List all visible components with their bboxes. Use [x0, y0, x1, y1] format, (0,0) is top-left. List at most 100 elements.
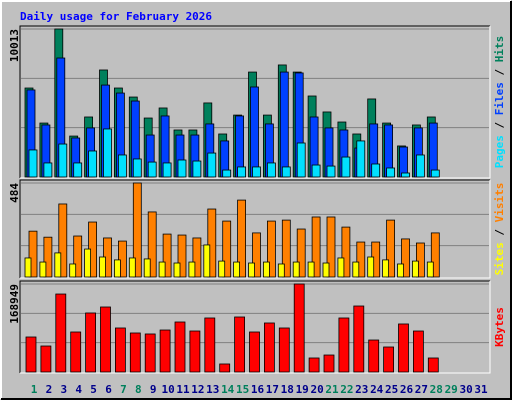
x-tick-label: 25: [385, 383, 398, 396]
bar: [73, 235, 83, 278]
bar: [114, 259, 121, 278]
x-tick-label: 7: [120, 383, 127, 396]
y-tick-label: 484: [8, 183, 21, 203]
x-tick-label: 15: [236, 383, 249, 396]
bar: [188, 261, 196, 278]
bar: [147, 161, 157, 178]
bar: [356, 140, 366, 178]
x-tick-label: 31: [474, 383, 488, 396]
legend: Pages / Files / Hits: [493, 36, 506, 169]
bar: [58, 203, 68, 278]
bar: [159, 329, 171, 373]
bar: [341, 226, 351, 278]
bar: [25, 336, 37, 373]
bar: [174, 321, 186, 373]
bar: [266, 162, 276, 178]
bar: [352, 261, 360, 278]
legend-entry: Files: [493, 82, 506, 115]
bar: [386, 219, 396, 278]
bar: [55, 293, 67, 373]
bar: [147, 211, 157, 278]
bar: [203, 244, 211, 278]
bar: [326, 165, 336, 178]
bar: [218, 260, 226, 278]
bar: [237, 199, 247, 278]
legend-entry: Pages: [493, 135, 506, 168]
legend: KBytes: [493, 307, 506, 347]
bar: [371, 163, 381, 178]
bar: [192, 237, 202, 278]
bar: [132, 182, 142, 278]
x-tick-label: 21: [325, 383, 339, 396]
x-tick-label: 10: [161, 383, 174, 396]
bar: [85, 312, 96, 373]
panel-border-dark: [19, 179, 490, 278]
bar: [207, 152, 217, 178]
x-tick-label: 24: [370, 383, 384, 396]
legend-separator: /: [493, 115, 506, 135]
x-tick-label: 26: [400, 383, 414, 396]
bar: [24, 257, 32, 278]
bar: [311, 216, 321, 278]
bar: [411, 260, 419, 278]
bar: [118, 240, 127, 278]
x-tick-label: 17: [266, 383, 279, 396]
bar: [278, 327, 290, 373]
x-tick-label: 11: [176, 383, 190, 396]
bar: [219, 363, 231, 373]
bar: [192, 160, 202, 178]
legend-entry: KBytes: [493, 307, 506, 347]
bar: [338, 317, 350, 373]
bar: [177, 234, 187, 278]
x-tick-label: 20: [310, 383, 323, 396]
bar: [281, 219, 291, 278]
bar: [323, 354, 335, 373]
bar: [398, 323, 409, 373]
bar: [368, 339, 380, 373]
x-tick-label: 2: [46, 383, 53, 396]
bar: [158, 261, 166, 278]
bar: [367, 256, 375, 278]
x-tick-label: 5: [90, 383, 97, 396]
y-tick-label: 10013: [8, 29, 21, 62]
bar: [415, 242, 425, 278]
bar: [84, 248, 91, 278]
bar: [281, 166, 291, 178]
bar: [250, 86, 259, 178]
bar: [296, 228, 306, 278]
bar: [277, 263, 285, 278]
x-tick-label: 27: [415, 383, 428, 396]
bar: [311, 164, 321, 178]
bar: [427, 357, 439, 373]
legend-separator: /: [493, 62, 506, 82]
bar: [296, 142, 306, 178]
bar: [430, 232, 440, 278]
bar: [132, 158, 142, 178]
bar: [308, 357, 320, 373]
bar: [292, 261, 300, 278]
bar: [353, 305, 365, 373]
bar: [143, 258, 151, 278]
bar: [162, 162, 172, 178]
x-tick-label: 13: [206, 383, 219, 396]
bar: [337, 257, 345, 278]
x-tick-label: 16: [251, 383, 265, 396]
bar: [262, 261, 270, 278]
bar: [54, 252, 62, 278]
x-tick-label: 28: [430, 383, 443, 396]
bar: [43, 236, 53, 278]
bar: [293, 283, 305, 373]
bar: [40, 345, 52, 373]
bar: [415, 154, 425, 178]
bar: [237, 166, 247, 178]
bar: [103, 128, 112, 178]
bar: [326, 216, 336, 278]
bar: [382, 259, 390, 278]
bar: [144, 333, 156, 373]
bar: [383, 346, 395, 373]
bar: [412, 330, 424, 373]
bar: [73, 162, 83, 178]
bar: [397, 263, 404, 278]
